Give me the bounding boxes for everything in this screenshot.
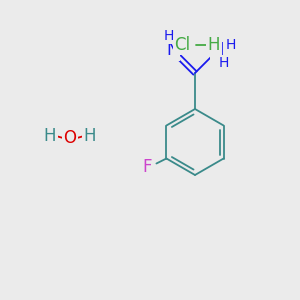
Text: N: N bbox=[212, 41, 224, 59]
Text: H: H bbox=[208, 36, 220, 54]
Text: N: N bbox=[166, 41, 178, 59]
Text: F: F bbox=[143, 158, 152, 175]
Text: O: O bbox=[64, 129, 76, 147]
Text: H: H bbox=[84, 127, 96, 145]
Text: H: H bbox=[225, 38, 236, 52]
Text: H: H bbox=[163, 29, 174, 44]
Text: H: H bbox=[44, 127, 56, 145]
Text: Cl: Cl bbox=[174, 36, 190, 54]
Text: H: H bbox=[218, 56, 229, 70]
